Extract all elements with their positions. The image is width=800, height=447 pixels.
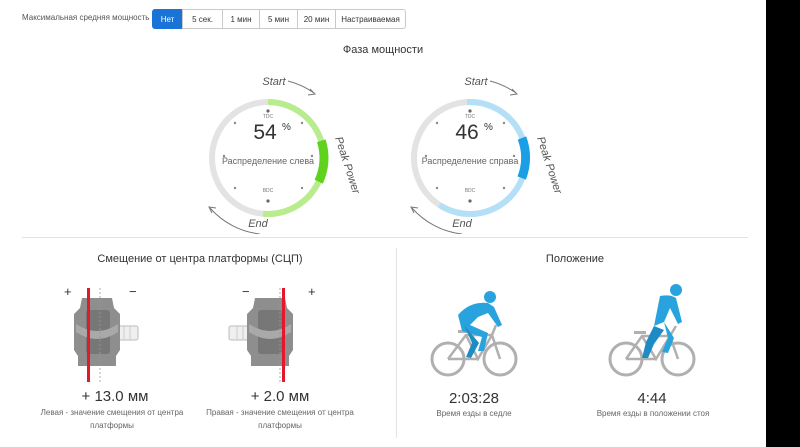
- left-power-phase-dial: TDC BDC 54 % Распределение слева Start E…: [190, 68, 362, 235]
- filter-option-5min[interactable]: 5 мин: [259, 9, 298, 29]
- filter-option-20min[interactable]: 20 мин: [297, 9, 336, 29]
- pco-right-value: + 2.0 мм: [250, 388, 310, 405]
- peak-power-arc: [314, 139, 329, 184]
- filter-option-1min[interactable]: 1 мин: [222, 9, 260, 29]
- left-pedal-icon: [62, 284, 162, 384]
- pco-left-caption-line1: Левая - значение смещения от центра: [40, 408, 184, 417]
- pco-left-minus: −: [129, 284, 137, 299]
- left-distribution-caption: Распределение слева: [222, 156, 314, 166]
- percent-unit: %: [484, 122, 493, 133]
- seated-rider-icon: [428, 285, 520, 379]
- start-arrow-arc: [489, 80, 517, 94]
- right-power-phase-dial: TDC BDC 46 % Распределение справа Start …: [392, 68, 564, 235]
- right-distribution-caption: Распределение справа: [422, 156, 519, 166]
- max-avg-power-label: Максимальная средняя мощность: [22, 13, 150, 22]
- filter-option-custom[interactable]: Настраиваемая: [335, 9, 406, 29]
- section-divider-horizontal: [22, 237, 748, 238]
- end-arrow-arc: [411, 207, 463, 235]
- seated-time-value: 2:03:28: [448, 390, 500, 407]
- pco-title: Смещение от центра платформы (СЦП): [97, 253, 303, 265]
- end-arrow-arc: [209, 207, 261, 235]
- cycling-dynamics-panel: Максимальная средняя мощность Нет 5 сек.…: [0, 0, 766, 447]
- standing-rider-icon: [606, 282, 698, 379]
- peak-power-arc: [517, 136, 530, 180]
- pco-right-caption-line2: платформы: [258, 421, 302, 430]
- pco-left-caption: Левая - значение смещения от центра плат…: [22, 406, 202, 432]
- end-arrow-head: [208, 206, 217, 214]
- power-phase-title: Фаза мощности: [342, 44, 424, 56]
- pco-right-caption-line1: Правая - значение смещения от центра: [206, 408, 354, 417]
- pco-left-plus: +: [64, 284, 72, 299]
- filter-option-5sec[interactable]: 5 сек.: [182, 9, 223, 29]
- standing-time-caption: Время езды в положении стоя: [596, 409, 710, 418]
- seated-time-caption: Время езды в седле: [436, 409, 512, 418]
- bdc-label: BDC: [263, 188, 274, 194]
- right-pedal-icon: [225, 284, 325, 384]
- percent-unit: %: [282, 122, 291, 133]
- start-arrow-head: [307, 88, 317, 96]
- start-label: Start: [262, 76, 286, 88]
- end-label: End: [452, 218, 472, 230]
- tdc-label: TDC: [465, 114, 476, 120]
- filter-option-none[interactable]: Нет: [152, 9, 183, 29]
- peak-power-label: Peak Power: [332, 135, 360, 196]
- start-arrow-arc: [287, 80, 315, 94]
- tdc-label: TDC: [263, 114, 274, 120]
- max-avg-power-segmented-control: Нет 5 сек. 1 мин 5 мин 20 мин Настраивае…: [152, 9, 406, 29]
- pco-right-caption: Правая - значение смещения от центра пла…: [188, 406, 372, 432]
- pco-left-caption-line2: платформы: [90, 421, 134, 430]
- pco-left-value: + 13.0 мм: [81, 388, 149, 405]
- start-arrow-head: [509, 88, 519, 96]
- pco-right-minus: −: [242, 284, 250, 299]
- position-title: Положение: [545, 253, 605, 265]
- end-arrow-head: [410, 206, 419, 214]
- peak-power-label: Peak Power: [534, 135, 562, 196]
- pco-right-plus: +: [308, 284, 316, 299]
- standing-time-value: 4:44: [637, 390, 667, 407]
- left-distribution-value: 54: [253, 121, 277, 144]
- start-label: Start: [464, 76, 488, 88]
- section-divider-vertical: [396, 248, 397, 438]
- bdc-label: BDC: [465, 188, 476, 194]
- right-distribution-value: 46: [455, 121, 478, 144]
- end-label: End: [248, 218, 268, 230]
